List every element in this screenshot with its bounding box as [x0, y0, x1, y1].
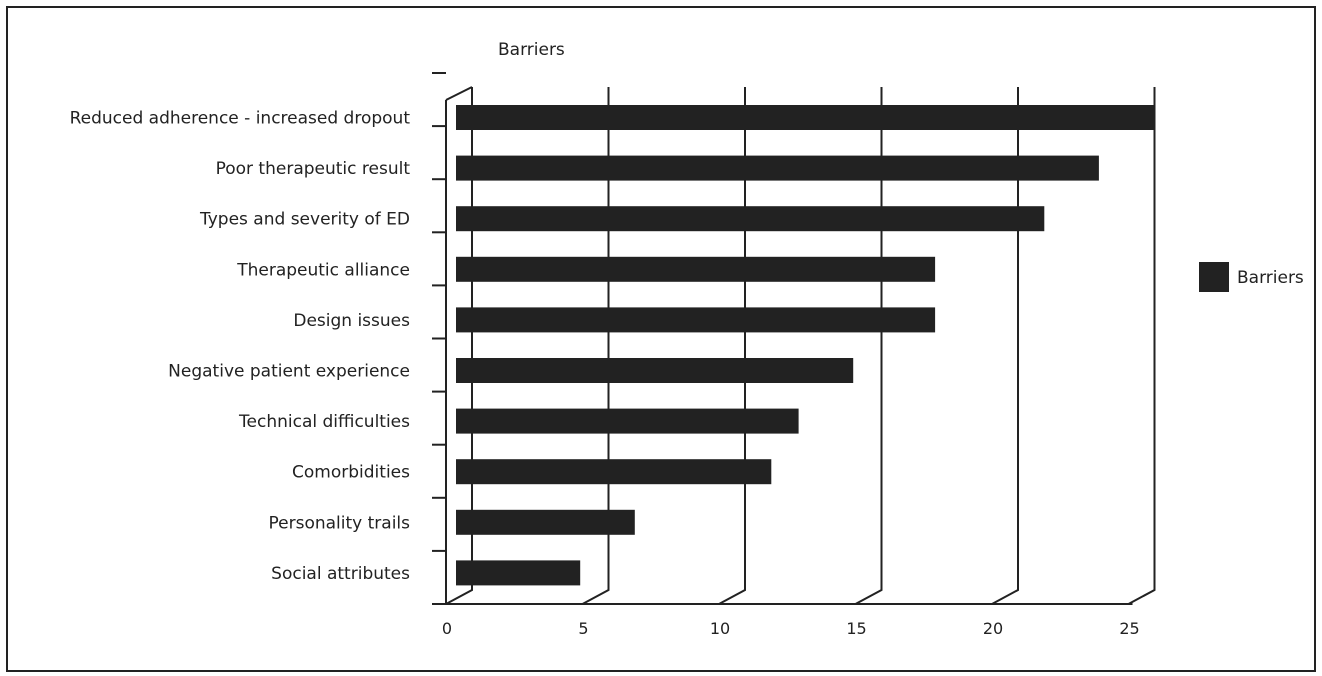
gridline-20	[991, 87, 1019, 605]
bar-7	[456, 408, 799, 434]
legend: Barriers	[1199, 262, 1304, 292]
x-tick-label-0: 0	[442, 619, 452, 638]
x-tick-label-25: 25	[1119, 619, 1139, 638]
chart-title: Barriers	[498, 40, 565, 60]
x-tick-label-20: 20	[983, 619, 1003, 638]
category-label-4: Therapeutic alliance	[236, 260, 410, 280]
gridline-5	[582, 87, 610, 605]
category-label-7: Technical difficulties	[238, 412, 410, 432]
gridline-15	[855, 87, 883, 605]
bar-6	[456, 358, 854, 383]
chart-axes	[432, 72, 1156, 605]
bar-1	[456, 105, 1154, 130]
legend-label: Barriers	[1237, 268, 1304, 288]
bar-2	[456, 155, 1099, 181]
category-label-5: Design issues	[293, 311, 410, 331]
category-labels: Reduced adherence - increased dropout Poo…	[70, 109, 411, 584]
category-label-8: Comorbidities	[292, 463, 410, 483]
x-tick-label-5: 5	[578, 619, 588, 638]
x-tick-labels: 0 5 10 15 20 25	[442, 619, 1140, 638]
bar-5	[456, 307, 936, 333]
bars	[456, 105, 1154, 586]
category-label-10: Social attributes	[271, 564, 410, 584]
category-label-3: Types and severity of ED	[199, 210, 410, 230]
bar-9	[456, 509, 635, 535]
bar-3	[456, 206, 1045, 232]
category-label-6: Negative patient experience	[168, 362, 410, 382]
gridline-0	[445, 87, 473, 605]
x-tick-label-10: 10	[710, 619, 730, 638]
category-label-1: Reduced adherence - increased dropout	[70, 109, 411, 129]
gridline-10	[718, 87, 746, 605]
x-tick-label-15: 15	[846, 619, 866, 638]
bar-8	[456, 459, 772, 485]
gridline-25	[1128, 87, 1156, 605]
category-label-9: Personality trails	[269, 513, 411, 533]
category-label-2: Poor therapeutic result	[216, 159, 411, 179]
y-axis	[445, 86, 473, 604]
legend-swatch	[1199, 262, 1229, 292]
bar-10	[456, 560, 581, 586]
bar-4	[456, 256, 936, 282]
